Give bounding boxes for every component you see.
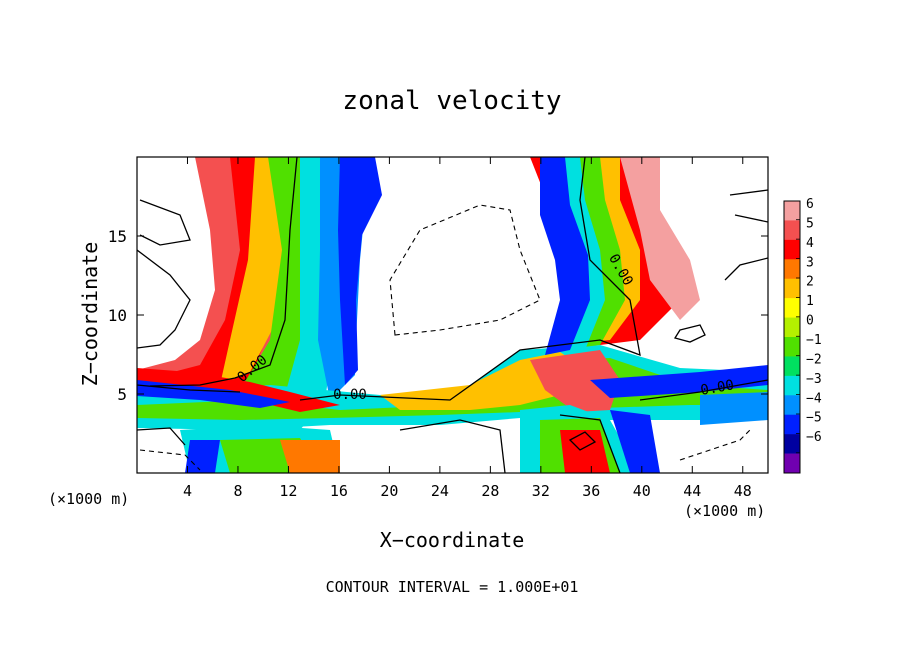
contour-interval-note: CONTOUR INTERVAL = 1.000E+01	[325, 578, 579, 596]
x-tick-label: 16	[330, 482, 348, 500]
colorbar: 6 5 4 3 2 1 0 −1 −2 −3 −4 −5 −6	[783, 197, 822, 474]
y-tick-label: 5	[117, 385, 127, 404]
colorbar-swatch	[784, 434, 800, 454]
colorbar-swatch	[784, 317, 800, 338]
colorbar-swatch	[784, 220, 800, 241]
x-tick-label: 48	[734, 482, 752, 500]
colorbar-label: −5	[806, 411, 822, 426]
colorbar-label: −6	[806, 430, 822, 445]
colorbar-label: −3	[806, 372, 822, 387]
colorbar-label: −1	[806, 333, 822, 348]
y-axis-label: Z−coordinate	[78, 241, 102, 387]
colorbar-label: 0	[806, 314, 814, 329]
colorbar-swatch	[784, 356, 800, 377]
x-tick-label: 40	[633, 482, 651, 500]
x-unit-left: (×1000 m)	[48, 490, 130, 508]
colorbar-label: 3	[806, 255, 814, 270]
heatmap-field	[137, 157, 768, 473]
colorbar-swatch	[784, 337, 800, 357]
x-tick-label: 20	[380, 482, 398, 500]
contour-label: 0.00	[699, 377, 735, 399]
colorbar-swatch	[784, 298, 800, 318]
x-tick-label: 24	[431, 482, 449, 500]
x-tick-label: 4	[183, 482, 192, 500]
chart-title: zonal velocity	[342, 86, 562, 116]
colorbar-label: −2	[806, 352, 822, 367]
x-tick-label: 36	[582, 482, 600, 500]
colorbar-swatch	[784, 375, 800, 396]
y-tick-label: 15	[108, 227, 127, 246]
colorbar-label: −4	[806, 391, 822, 406]
x-tick-label: 28	[481, 482, 499, 500]
colorbar-swatch	[784, 395, 800, 416]
colorbar-label: 6	[806, 197, 814, 212]
colorbar-frame	[783, 200, 801, 474]
colorbar-swatch	[784, 259, 800, 280]
colorbar-label: 4	[806, 236, 814, 251]
colorbar-swatch	[784, 239, 800, 260]
x-axis-label: X−coordinate	[379, 528, 525, 552]
x-tick-label: 44	[683, 482, 701, 500]
y-tick-label: 10	[108, 306, 127, 325]
contour-label: 0.00	[333, 387, 367, 403]
x-tick-label: 32	[532, 482, 550, 500]
colorbar-label: 5	[806, 216, 814, 231]
x-tick-label: 8	[233, 482, 242, 500]
x-unit-right: (×1000 m)	[684, 502, 766, 520]
colorbar-swatch	[784, 278, 800, 299]
y-axis-ticks: 5 10 15	[108, 227, 768, 404]
x-tick-label: 12	[279, 482, 297, 500]
colorbar-label: 1	[806, 294, 814, 309]
colorbar-swatch	[784, 453, 800, 474]
colorbar-label: 2	[806, 275, 814, 290]
colorbar-swatch	[784, 201, 800, 221]
colorbar-swatch	[784, 414, 800, 435]
x-axis-ticks: 4 8 12 16 20 24 28 32 36 40 44 48	[183, 157, 752, 500]
